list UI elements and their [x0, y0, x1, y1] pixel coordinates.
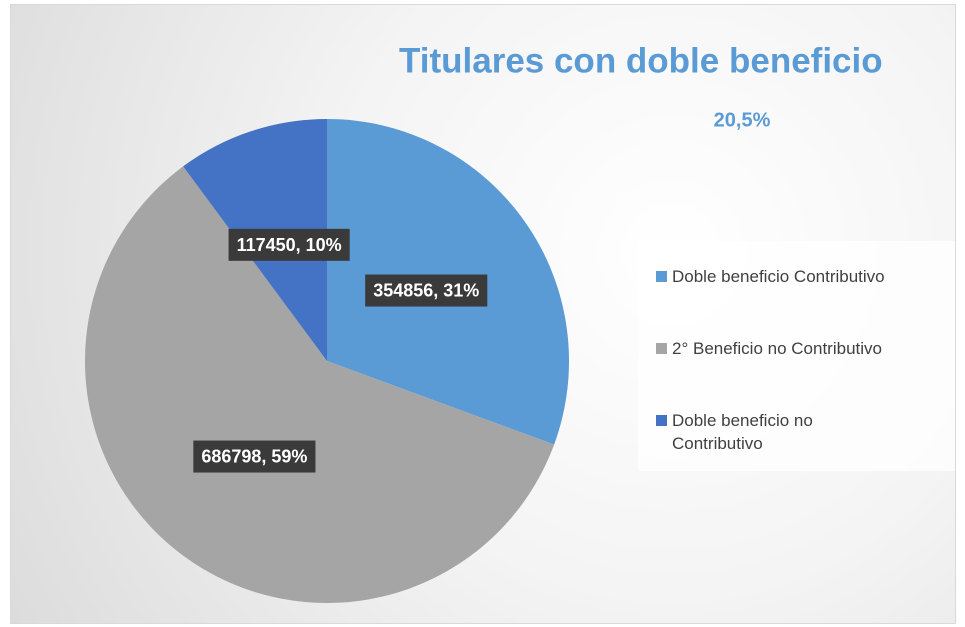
- chart-title: Titulares con doble beneficio: [399, 41, 883, 80]
- chart-subtitle: 20,5%: [714, 109, 771, 131]
- legend-entry: Doble beneficio no Contributivo: [652, 409, 862, 455]
- legend-swatch: [656, 415, 667, 426]
- legend-entry: 2° Beneficio no Contributivo: [652, 337, 955, 360]
- legend-label: Doble beneficio Contributivo: [672, 267, 885, 286]
- data-label: 686798, 59%: [193, 440, 316, 473]
- data-label: 354856, 31%: [365, 274, 488, 307]
- data-label-text: 117450, 10%: [237, 235, 342, 255]
- legend-swatch: [656, 343, 667, 354]
- legend: Doble beneficio Contributivo 2° Beneficio…: [638, 241, 955, 471]
- data-label-box: [365, 274, 488, 307]
- legend-entry: Doble beneficio Contributivo: [652, 265, 955, 288]
- data-label-text: 354856, 31%: [373, 281, 479, 301]
- data-label-box: [193, 440, 316, 473]
- legend-label: 2° Beneficio no Contributivo: [672, 339, 882, 358]
- pie-slice: [84, 166, 555, 604]
- chart-frame: Titulares con doble beneficio 20,5% 3548…: [10, 4, 956, 624]
- data-label-text: 686798, 59%: [201, 447, 307, 467]
- chart: Titulares con doble beneficio 20,5% 3548…: [84, 41, 883, 604]
- legend-swatch: [656, 271, 667, 282]
- data-label: 117450, 10%: [228, 228, 350, 261]
- legend-label: Doble beneficio no Contributivo: [672, 411, 813, 453]
- data-label-box: [228, 228, 350, 261]
